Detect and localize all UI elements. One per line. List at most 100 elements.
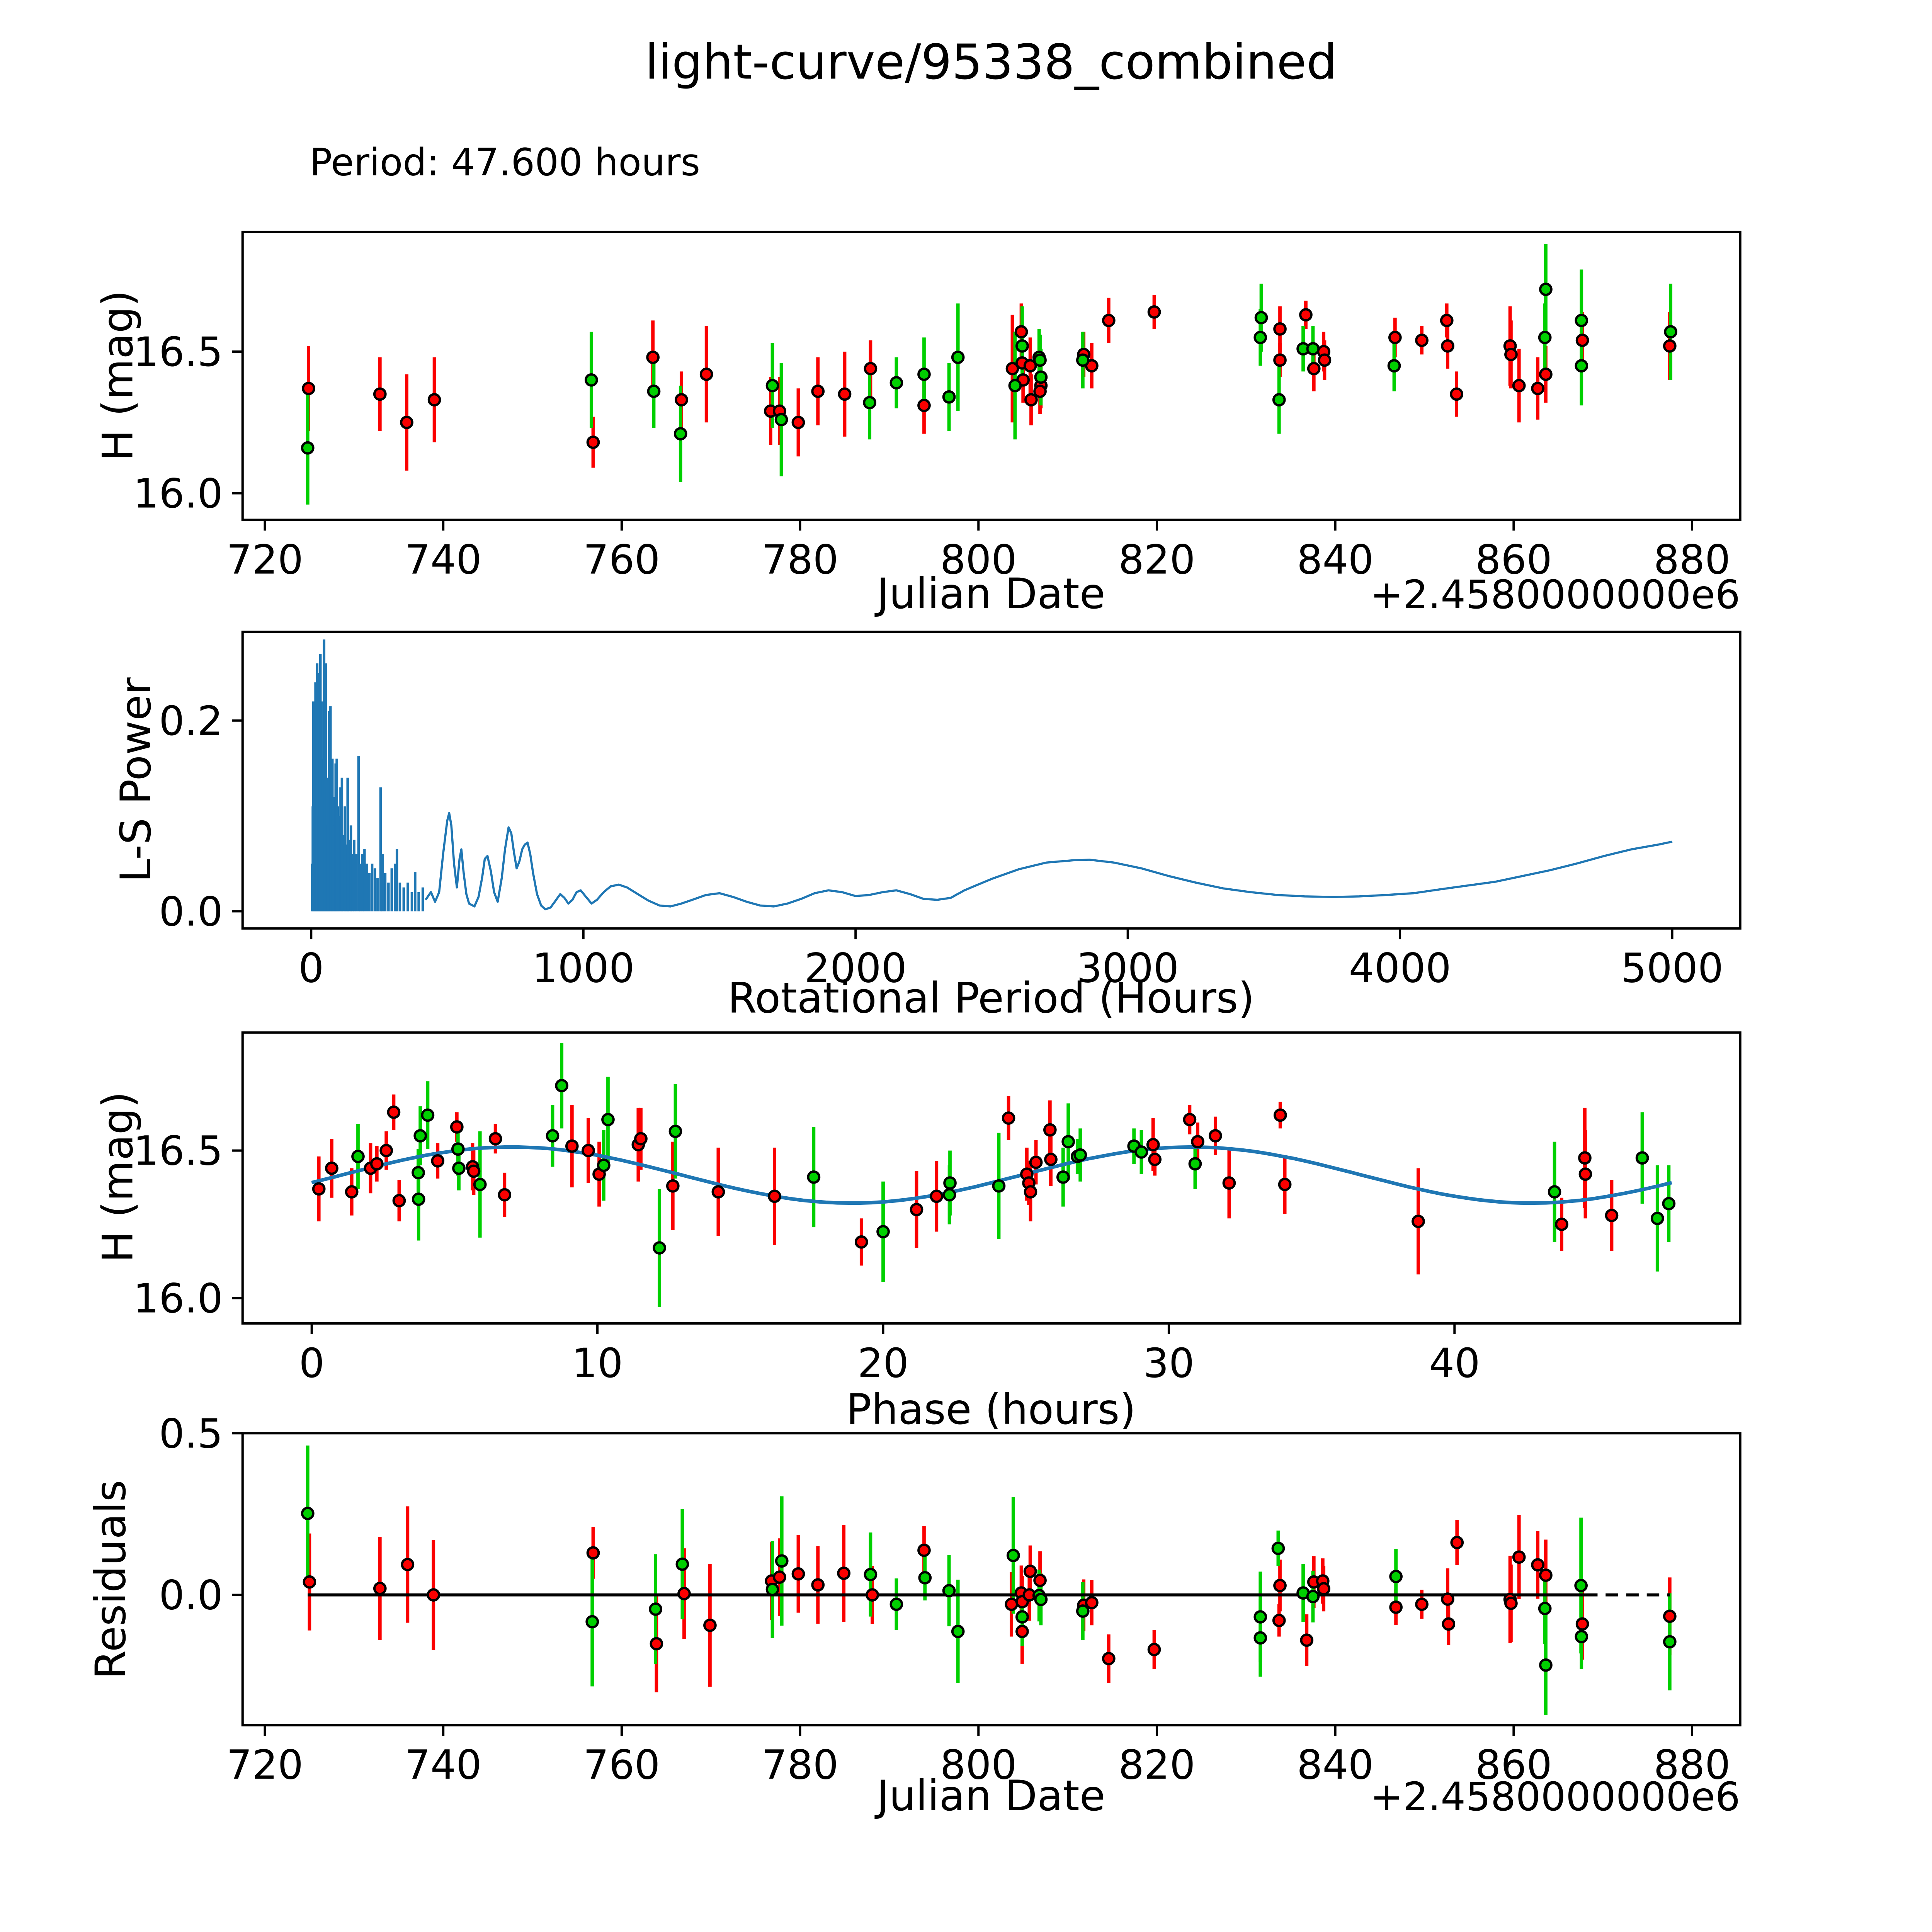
x-tick-label: 5000 bbox=[1621, 945, 1723, 992]
data-point bbox=[773, 1570, 786, 1584]
data-point bbox=[488, 1132, 502, 1146]
data-point bbox=[1512, 379, 1526, 393]
data-point bbox=[412, 1192, 425, 1206]
data-point bbox=[1504, 347, 1518, 361]
panel-lightcurve: H (mag) Julian Date +2.4580000000e6 720 7… bbox=[94, 230, 1742, 618]
data-point bbox=[811, 1578, 825, 1592]
x-tick-label: 840 bbox=[1297, 1742, 1374, 1789]
data-point bbox=[864, 362, 878, 376]
data-point bbox=[1531, 1558, 1545, 1572]
data-point bbox=[1076, 1604, 1090, 1618]
data-point bbox=[1389, 1570, 1403, 1583]
x-tick-label: 10 bbox=[572, 1340, 623, 1387]
data-point bbox=[791, 1567, 805, 1581]
data-point bbox=[1605, 1209, 1619, 1222]
data-point bbox=[647, 384, 661, 398]
data-point bbox=[675, 393, 688, 406]
data-point bbox=[1085, 1596, 1099, 1610]
data-point bbox=[1415, 1597, 1429, 1611]
data-point bbox=[452, 1162, 466, 1175]
data-point bbox=[1272, 393, 1286, 406]
phase-ylabel: H (mag) bbox=[94, 1092, 143, 1263]
data-point bbox=[1441, 1592, 1454, 1606]
lightcurve-axes-box bbox=[241, 230, 1742, 521]
periodogram-xlabel: Rotational Period (Hours) bbox=[728, 973, 1255, 1022]
data-point bbox=[1273, 322, 1287, 336]
residuals-ylabel: Residuals bbox=[86, 1480, 135, 1679]
data-point bbox=[1299, 308, 1313, 322]
data-point bbox=[1450, 387, 1463, 401]
x-tick-label: 880 bbox=[1654, 1742, 1731, 1789]
data-point bbox=[1555, 1218, 1568, 1231]
data-point bbox=[467, 1164, 481, 1178]
data-point bbox=[1146, 1138, 1160, 1151]
data-point bbox=[498, 1188, 512, 1202]
x-tick-label: 800 bbox=[940, 536, 1017, 583]
x-tick-label: 800 bbox=[940, 1742, 1017, 1789]
data-point bbox=[1073, 1148, 1087, 1162]
data-point bbox=[1006, 1549, 1020, 1562]
x-tick-label: 780 bbox=[762, 1742, 838, 1789]
data-point bbox=[1033, 1573, 1047, 1587]
data-point bbox=[673, 427, 687, 440]
data-point bbox=[711, 1185, 725, 1199]
y-tick-label: 16.5 bbox=[133, 328, 223, 376]
data-point bbox=[1548, 1185, 1561, 1199]
data-point bbox=[586, 435, 600, 449]
data-point bbox=[1412, 1214, 1425, 1228]
data-point bbox=[1023, 1565, 1037, 1578]
data-point bbox=[1415, 333, 1429, 347]
data-point bbox=[1034, 1592, 1048, 1606]
data-point bbox=[917, 1543, 931, 1557]
residuals-points-green bbox=[301, 1507, 1677, 1672]
x-tick-label: 30 bbox=[1143, 1340, 1195, 1387]
data-point bbox=[1442, 1617, 1456, 1631]
data-point bbox=[1578, 1151, 1592, 1165]
data-point bbox=[1389, 1600, 1403, 1614]
x-tick-label: 3000 bbox=[1077, 945, 1179, 992]
x-tick-label: 780 bbox=[762, 536, 838, 583]
data-point bbox=[312, 1182, 326, 1196]
data-point bbox=[889, 1597, 903, 1611]
data-point bbox=[1635, 1151, 1649, 1165]
data-point bbox=[1222, 1176, 1236, 1190]
data-point bbox=[1538, 331, 1552, 344]
data-point bbox=[392, 1194, 406, 1208]
data-point bbox=[1317, 1582, 1331, 1596]
x-tick-label: 740 bbox=[405, 1742, 482, 1789]
periodogram-spikes bbox=[311, 639, 424, 912]
data-point bbox=[1014, 325, 1028, 339]
data-point bbox=[546, 1129, 560, 1143]
x-tick-label: 0 bbox=[298, 945, 324, 992]
phase-axes-box bbox=[241, 1031, 1742, 1325]
data-point bbox=[1183, 1113, 1197, 1126]
data-point bbox=[582, 1144, 595, 1157]
data-point bbox=[634, 1132, 648, 1146]
phase-points-green bbox=[351, 1079, 1676, 1255]
x-tick-label: 840 bbox=[1297, 536, 1374, 583]
data-point bbox=[1441, 339, 1454, 353]
data-point bbox=[1015, 339, 1029, 353]
data-point bbox=[1056, 1170, 1070, 1184]
data-point bbox=[1531, 381, 1545, 395]
phase-points-red bbox=[312, 1105, 1619, 1249]
data-point bbox=[1148, 1153, 1162, 1166]
data-point bbox=[1450, 1536, 1464, 1549]
x-tick-label: 760 bbox=[583, 1742, 660, 1789]
y-tick-label: 16.0 bbox=[133, 470, 223, 517]
lightcurve-content bbox=[301, 244, 1678, 505]
x-tick-label: 820 bbox=[1119, 536, 1196, 583]
data-point bbox=[585, 1615, 599, 1629]
data-point bbox=[866, 1588, 879, 1602]
data-point bbox=[1024, 393, 1038, 406]
data-point bbox=[1539, 282, 1553, 296]
data-point bbox=[775, 1554, 789, 1568]
data-point bbox=[1253, 1610, 1267, 1624]
data-point bbox=[1538, 1602, 1552, 1616]
data-point bbox=[918, 1571, 932, 1585]
data-point bbox=[421, 1108, 435, 1122]
panel-residuals: Residuals Julian Date +2.4580000000e6 72… bbox=[86, 1410, 1742, 1820]
fit-curve bbox=[311, 1145, 1672, 1205]
x-tick-label: 820 bbox=[1119, 1742, 1196, 1789]
data-point bbox=[301, 441, 315, 455]
